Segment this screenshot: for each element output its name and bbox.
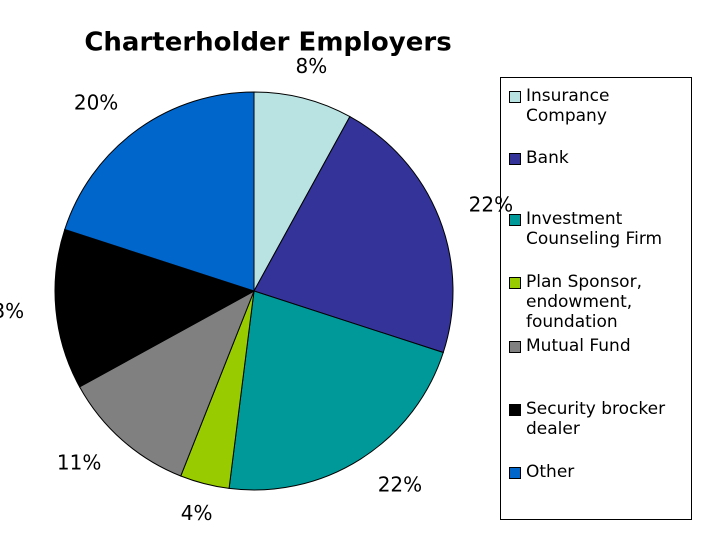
legend-label: Security brocker dealer [526, 399, 666, 439]
legend-label: Bank [526, 148, 569, 168]
legend-item: Mutual Fund [509, 336, 689, 356]
legend-item: Security brocker dealer [509, 399, 689, 439]
legend-swatch [509, 214, 521, 226]
legend-item: Bank [509, 148, 689, 168]
legend-swatch [509, 277, 521, 289]
data-label: 20% [74, 91, 118, 115]
legend-swatch [509, 467, 521, 479]
chart-title: Charterholder Employers [84, 28, 451, 58]
pie-slice [253, 115, 454, 354]
data-label: 8% [296, 54, 328, 78]
legend-item: Plan Sponsor, endowment, foundation [509, 272, 689, 332]
data-label: 4% [181, 501, 213, 525]
data-label: 11% [57, 451, 101, 475]
legend-label: Other [526, 462, 575, 482]
data-label: 22% [378, 472, 422, 496]
legend-swatch [509, 91, 521, 103]
legend-swatch [509, 404, 521, 416]
legend-label: Mutual Fund [526, 336, 631, 356]
legend: Insurance Company Bank Investment Counseli… [500, 77, 692, 520]
legend-item: Other [509, 462, 689, 482]
pie-slice [54, 228, 256, 388]
legend-swatch [509, 341, 521, 353]
pie-slice [228, 290, 444, 491]
pie-slice [78, 289, 255, 477]
legend-label: Insurance Company [526, 86, 610, 126]
legend-swatch [509, 153, 521, 165]
legend-item: Investment Counseling Firm [509, 209, 689, 249]
data-label: 22% [469, 193, 513, 217]
pie-slice [253, 91, 351, 292]
legend-label: Investment Counseling Firm [526, 209, 663, 249]
legend-label: Plan Sponsor, endowment, foundation [526, 272, 642, 332]
pie-slice [64, 91, 255, 292]
legend-item: Insurance Company [509, 86, 689, 126]
data-label: 13% [0, 299, 24, 323]
